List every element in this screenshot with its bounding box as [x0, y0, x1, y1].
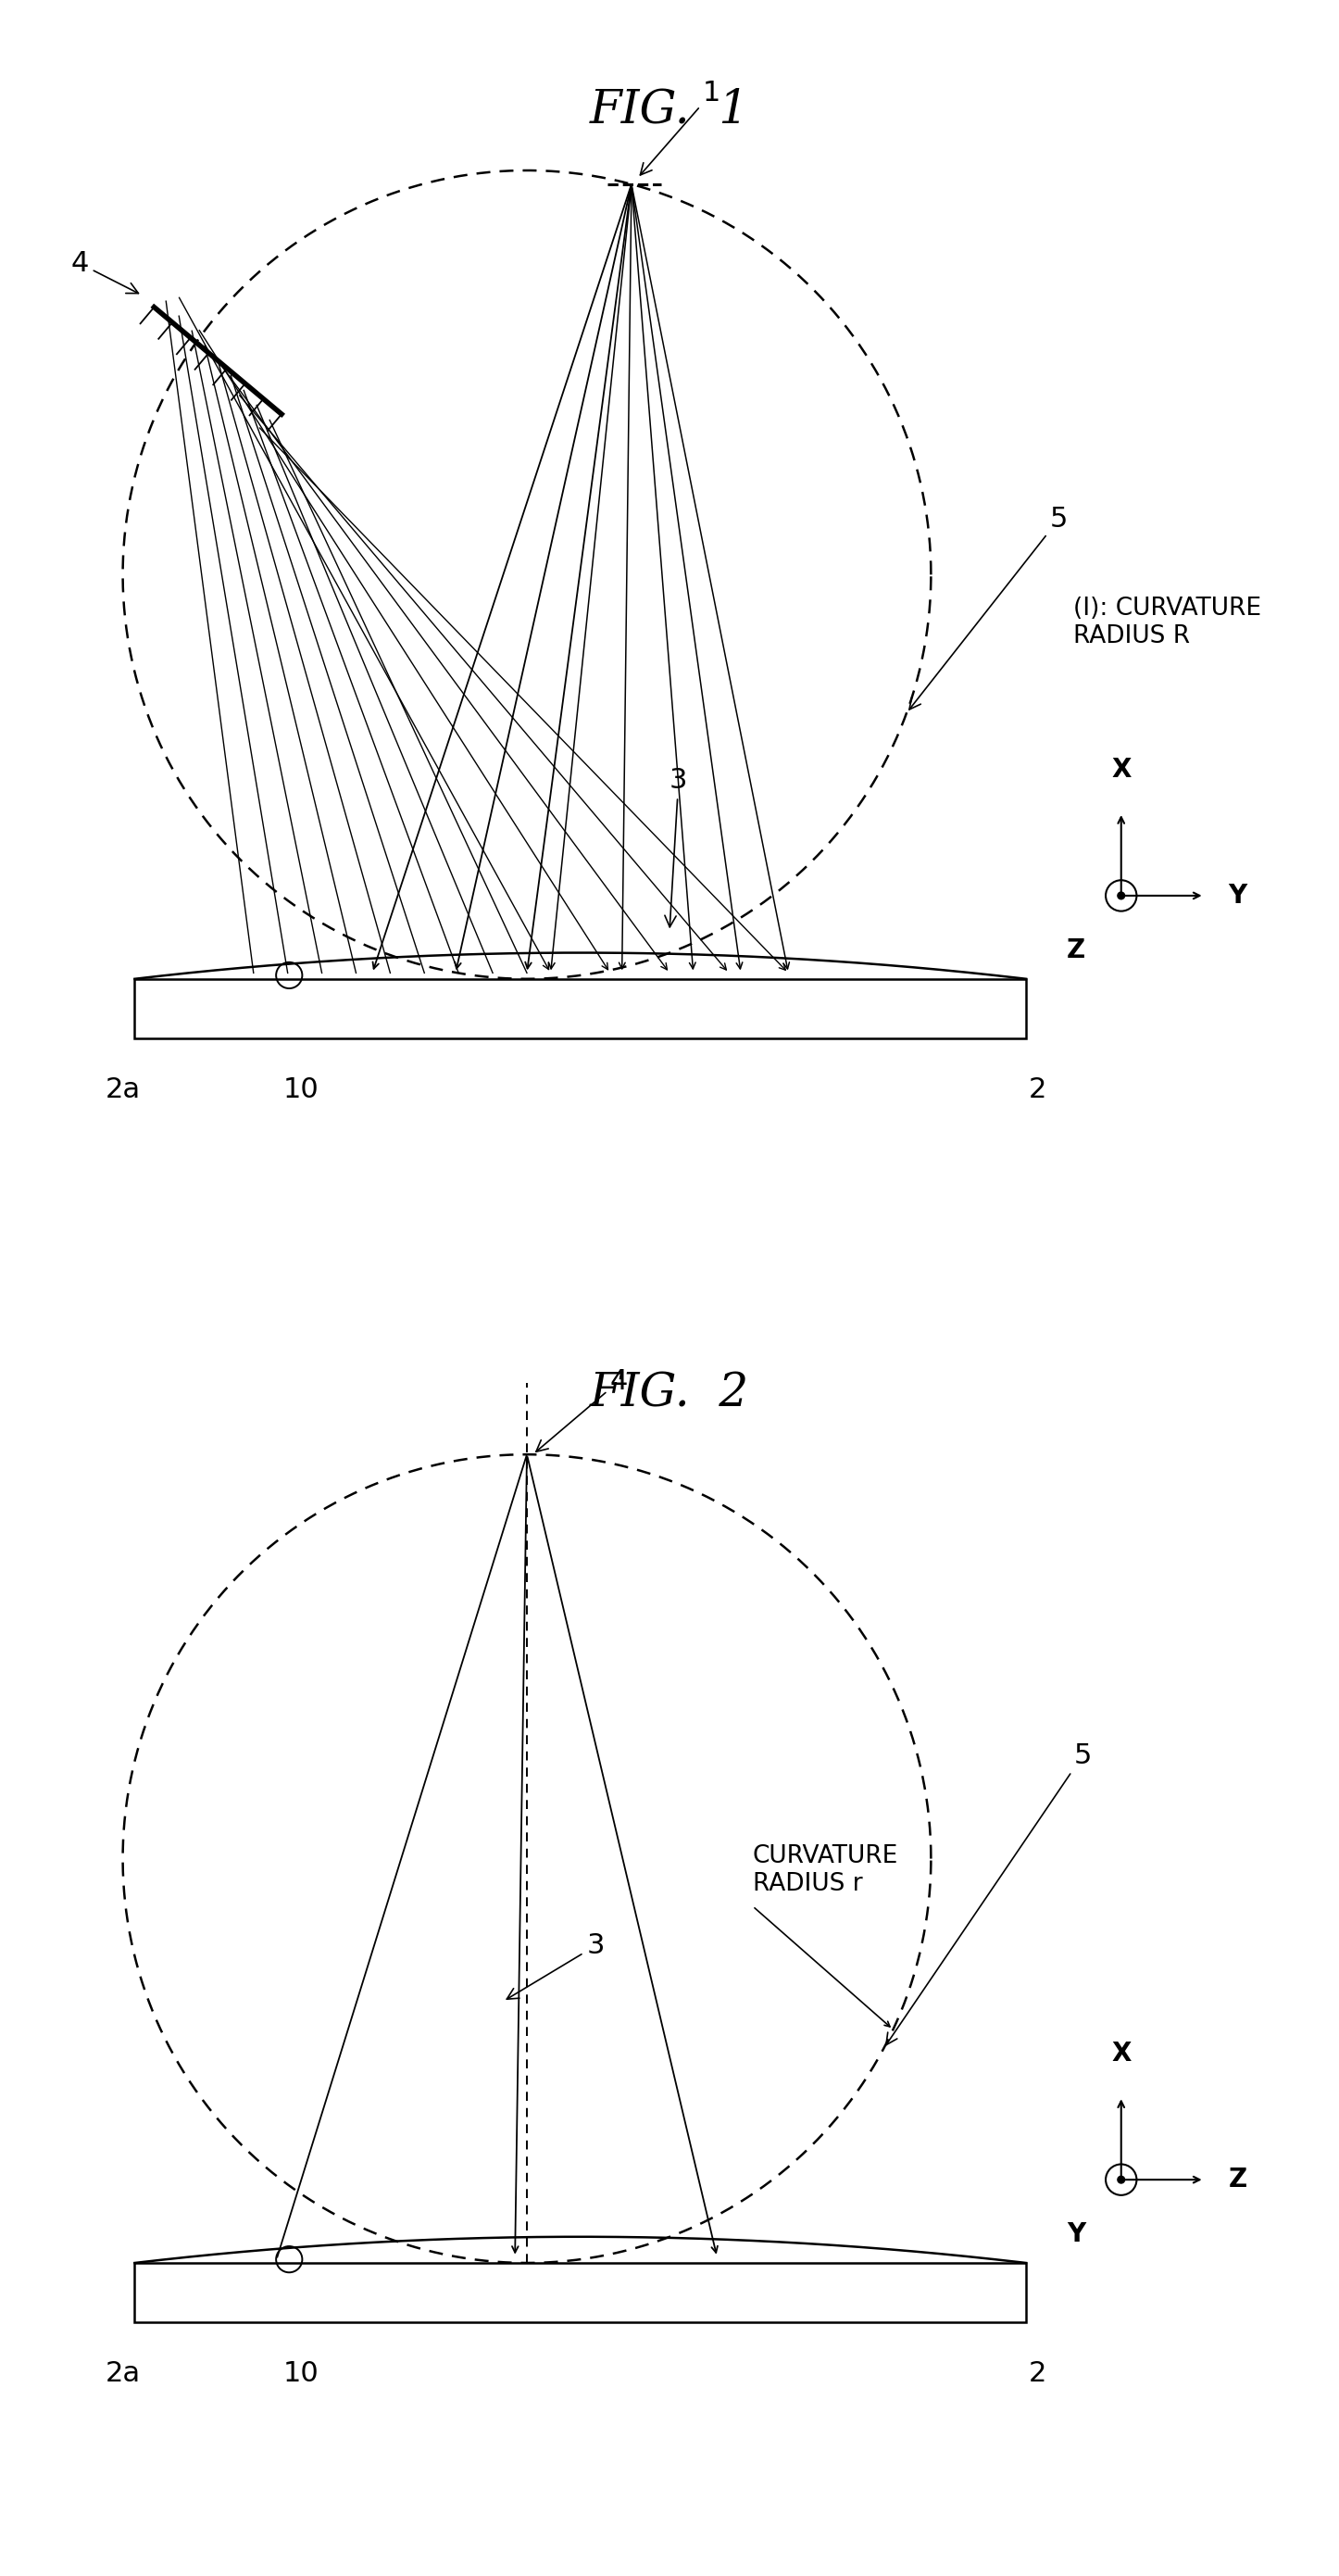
- Text: 10: 10: [283, 1077, 319, 1103]
- Text: 3: 3: [664, 768, 687, 927]
- Text: 3: 3: [506, 1932, 604, 1999]
- Text: 2a: 2a: [104, 1077, 141, 1103]
- Text: CURVATURE
RADIUS r: CURVATURE RADIUS r: [753, 1844, 898, 1896]
- Text: (I): CURVATURE
RADIUS R: (I): CURVATURE RADIUS R: [1074, 595, 1261, 649]
- Text: X: X: [1111, 2040, 1131, 2066]
- Text: FIG.  1: FIG. 1: [589, 88, 750, 134]
- Circle shape: [1118, 891, 1125, 899]
- Text: FIG.  2: FIG. 2: [589, 1370, 750, 1417]
- Text: Z: Z: [1228, 2166, 1247, 2192]
- Text: 4: 4: [71, 250, 138, 294]
- Bar: [135, 979, 1026, 1038]
- Text: 2a: 2a: [104, 2360, 141, 2388]
- Bar: [135, 2262, 1026, 2324]
- Text: 5: 5: [909, 505, 1067, 708]
- Text: 4: 4: [536, 1368, 628, 1453]
- Text: 10: 10: [283, 2360, 319, 2388]
- Circle shape: [1118, 2177, 1125, 2184]
- Text: X: X: [1111, 757, 1131, 783]
- Text: 2: 2: [1028, 1077, 1047, 1103]
- Text: 2: 2: [1028, 2360, 1047, 2388]
- Text: Z: Z: [1067, 938, 1086, 963]
- Text: Y: Y: [1228, 884, 1247, 909]
- Text: 5: 5: [886, 1741, 1091, 2045]
- Text: Y: Y: [1067, 2221, 1086, 2246]
- Text: 1: 1: [640, 80, 720, 175]
